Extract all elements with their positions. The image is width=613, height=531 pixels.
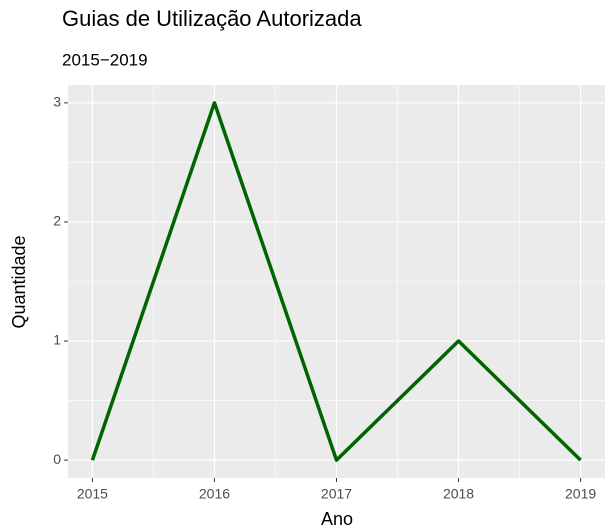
y-axis-label: Quantidade (9, 235, 29, 328)
x-axis-label: Ano (321, 509, 353, 529)
y-tick-label: 1 (53, 332, 61, 348)
chart-title: Guias de Utilização Autorizada (62, 6, 362, 31)
line (90, 101, 582, 462)
x-tick-label: 2016 (199, 486, 230, 502)
y-tick-label: 0 (53, 451, 61, 467)
y-tick-label: 3 (53, 94, 61, 110)
x-tick-label: 2019 (565, 486, 596, 502)
x-tick-label: 2018 (443, 486, 474, 502)
x-tick-label: 2015 (77, 486, 108, 502)
chart-subtitle: 2015−2019 (62, 50, 148, 69)
x-tick-label: 2017 (321, 486, 352, 502)
y-tick-label: 2 (53, 213, 61, 229)
